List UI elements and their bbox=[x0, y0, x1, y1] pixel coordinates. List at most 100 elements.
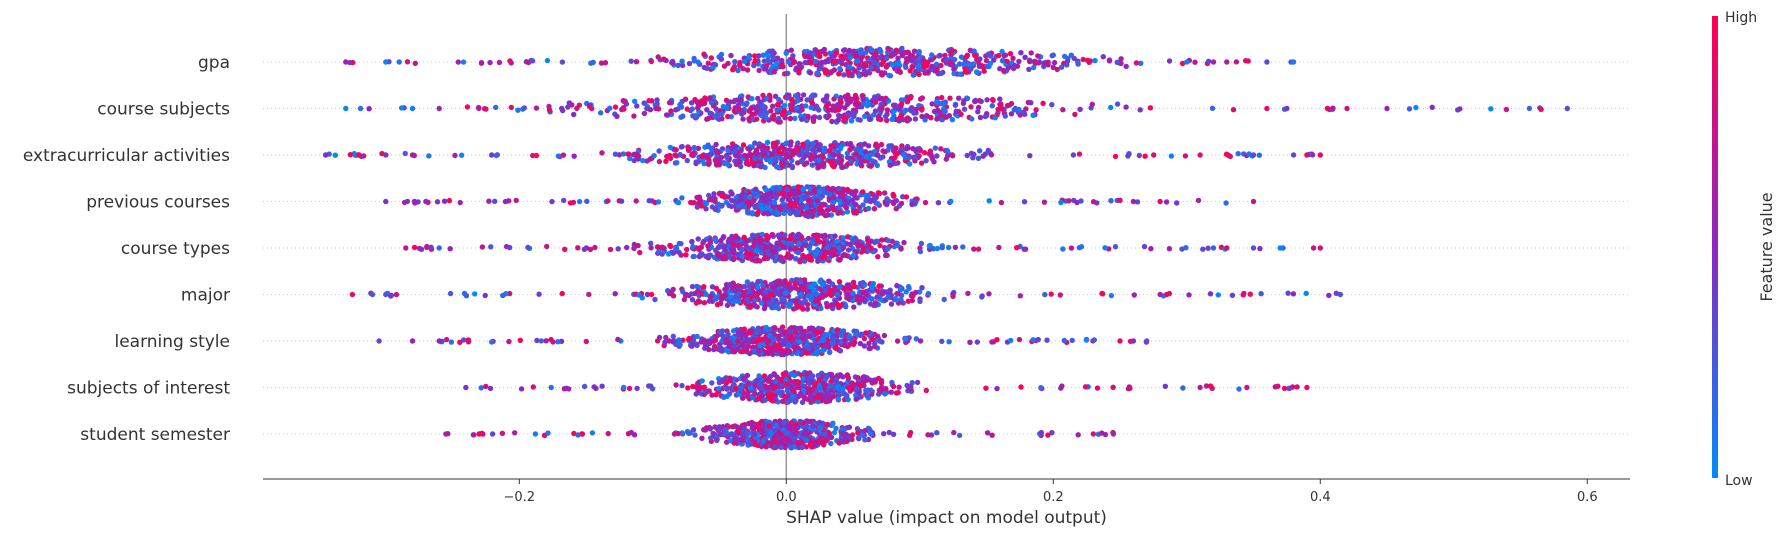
shap-point bbox=[702, 200, 708, 206]
shap-point bbox=[515, 107, 521, 113]
shap-point bbox=[1100, 54, 1107, 60]
shap-point bbox=[751, 62, 757, 69]
shap-point bbox=[695, 288, 701, 294]
shap-point bbox=[933, 67, 939, 74]
shap-point bbox=[799, 204, 805, 210]
shap-point bbox=[881, 70, 888, 76]
shap-point bbox=[873, 194, 879, 200]
shap-point bbox=[775, 232, 782, 238]
shap-point bbox=[860, 202, 866, 208]
shap-point bbox=[479, 244, 486, 250]
shap-point bbox=[989, 96, 996, 103]
shap-point bbox=[656, 334, 663, 341]
shap-point bbox=[937, 109, 943, 116]
shap-point bbox=[843, 205, 850, 211]
shap-point bbox=[807, 70, 814, 76]
feature-row-points bbox=[323, 139, 1324, 171]
shap-point bbox=[972, 98, 978, 104]
shap-point bbox=[719, 193, 726, 199]
shap-point bbox=[493, 152, 500, 159]
shap-point bbox=[679, 62, 686, 69]
shap-point bbox=[837, 65, 843, 72]
shap-point bbox=[904, 143, 911, 150]
shap-point bbox=[811, 187, 817, 194]
shap-point bbox=[725, 113, 731, 120]
shap-point bbox=[692, 96, 698, 103]
shap-point bbox=[983, 58, 990, 64]
shap-point bbox=[833, 50, 840, 56]
shap-point bbox=[896, 105, 902, 112]
shap-point bbox=[763, 187, 769, 193]
shap-point bbox=[893, 198, 899, 204]
shap-point bbox=[916, 71, 922, 78]
shap-point bbox=[655, 199, 662, 205]
shap-point bbox=[581, 383, 588, 390]
shap-point bbox=[740, 395, 746, 401]
shap-point bbox=[844, 150, 851, 156]
shap-point bbox=[801, 286, 807, 293]
shap-point bbox=[960, 244, 966, 250]
shap-point bbox=[758, 112, 765, 119]
shap-point bbox=[746, 146, 753, 153]
shap-point bbox=[528, 57, 534, 64]
shap-point bbox=[869, 47, 875, 53]
shap-point bbox=[886, 72, 892, 79]
shap-point bbox=[708, 146, 715, 152]
shap-point bbox=[850, 252, 857, 258]
shap-point bbox=[732, 59, 738, 65]
shap-point bbox=[1008, 337, 1014, 344]
shap-point bbox=[910, 72, 916, 78]
shap-point bbox=[487, 385, 494, 392]
shap-point bbox=[911, 110, 917, 116]
shap-point bbox=[1108, 292, 1115, 299]
shap-point bbox=[1077, 106, 1083, 113]
shap-point bbox=[689, 151, 696, 157]
shap-point bbox=[720, 377, 726, 383]
shap-point bbox=[792, 378, 798, 385]
shap-point bbox=[1147, 105, 1154, 111]
shap-point bbox=[761, 305, 768, 312]
shap-point bbox=[761, 58, 767, 64]
shap-point bbox=[896, 384, 902, 390]
shap-point bbox=[1078, 198, 1084, 204]
shap-point bbox=[1123, 104, 1129, 110]
shap-point bbox=[846, 47, 853, 54]
shap-point bbox=[801, 253, 807, 260]
shap-point bbox=[951, 66, 957, 73]
shap-point bbox=[1227, 153, 1234, 160]
shap-point bbox=[886, 288, 892, 294]
shap-point bbox=[1245, 58, 1251, 64]
shap-point bbox=[576, 198, 583, 205]
shap-point bbox=[723, 255, 729, 262]
shap-point bbox=[691, 253, 697, 259]
shap-point bbox=[1114, 101, 1121, 107]
shap-point bbox=[1061, 53, 1068, 60]
shap-point bbox=[885, 98, 892, 104]
shap-point bbox=[776, 96, 782, 103]
shap-point bbox=[989, 339, 995, 345]
shap-point bbox=[739, 383, 745, 390]
shap-point bbox=[679, 195, 685, 201]
shap-point bbox=[917, 338, 924, 344]
shap-point bbox=[732, 148, 738, 154]
shap-point bbox=[1233, 59, 1240, 65]
shap-point bbox=[975, 104, 982, 111]
shap-point bbox=[925, 290, 932, 297]
feature-row-points bbox=[463, 369, 1310, 405]
shap-point bbox=[1035, 336, 1042, 343]
shap-point bbox=[1281, 385, 1288, 392]
shap-point bbox=[810, 117, 817, 123]
shap-point bbox=[772, 187, 779, 193]
shap-point bbox=[823, 113, 829, 120]
shap-point bbox=[835, 302, 841, 308]
shap-point bbox=[1230, 107, 1237, 113]
shap-point bbox=[971, 151, 977, 158]
shap-point bbox=[496, 59, 503, 66]
shap-point bbox=[1163, 199, 1170, 205]
shap-point bbox=[892, 295, 899, 302]
shap-point bbox=[733, 385, 739, 392]
shap-point bbox=[739, 192, 745, 198]
shap-point bbox=[1094, 385, 1101, 391]
shap-point bbox=[714, 301, 721, 308]
shap-point bbox=[1138, 60, 1144, 66]
